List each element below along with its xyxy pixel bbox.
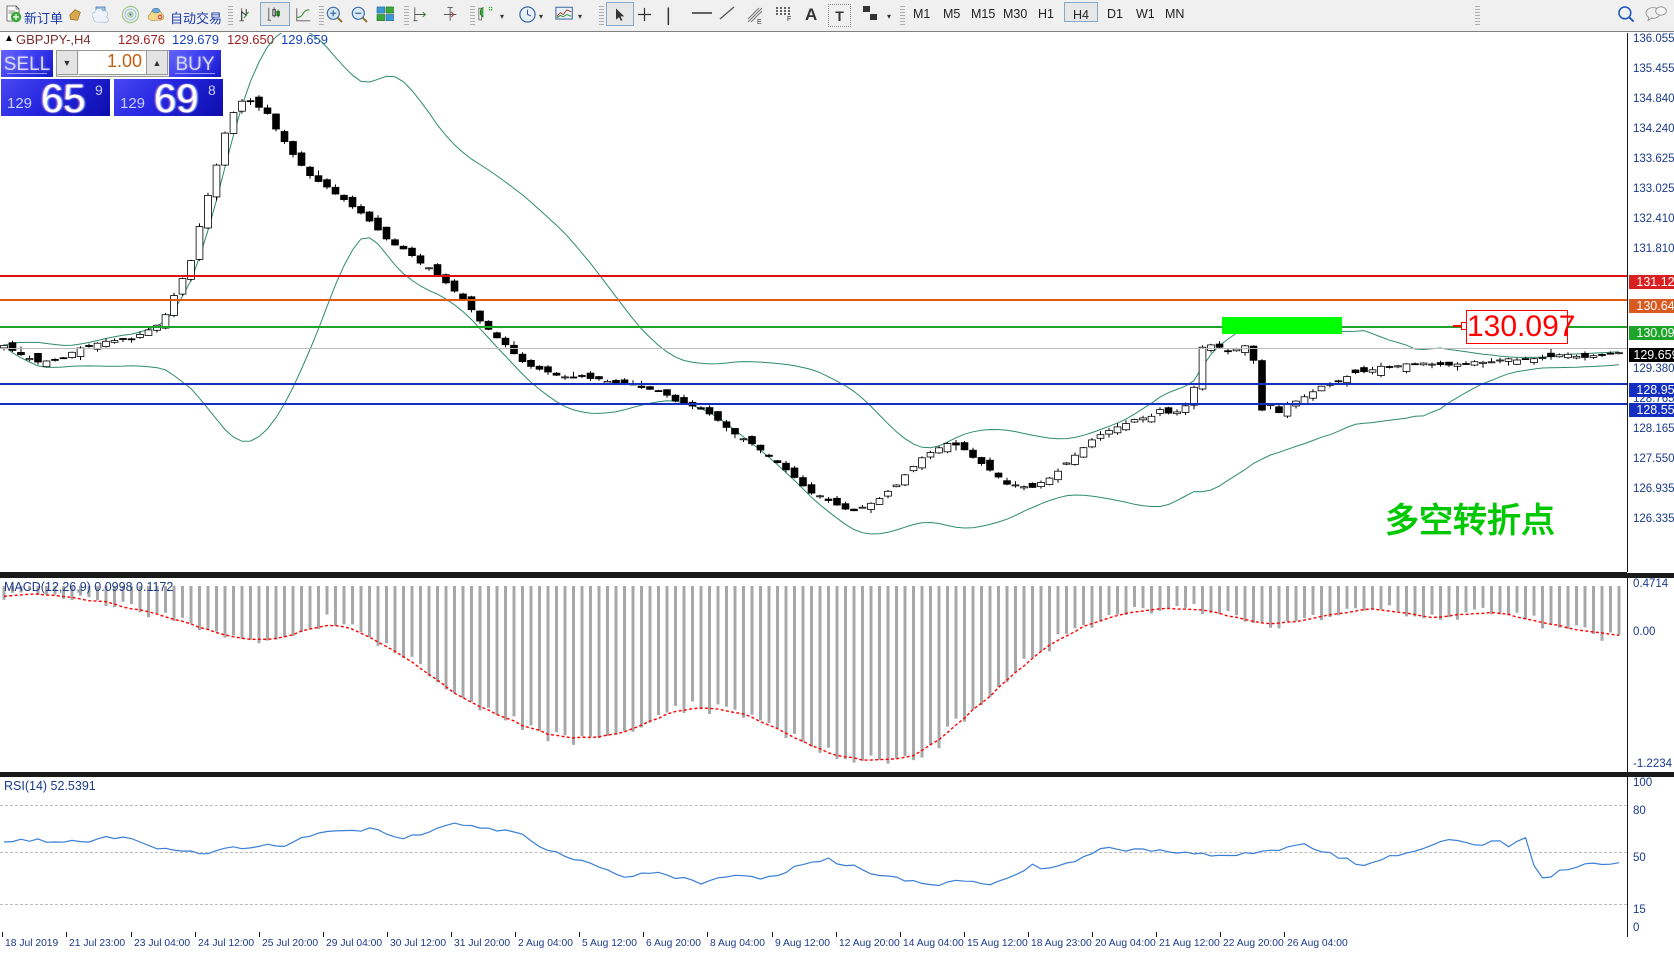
svg-text:E: E	[757, 19, 762, 25]
svg-text:F: F	[787, 16, 791, 22]
